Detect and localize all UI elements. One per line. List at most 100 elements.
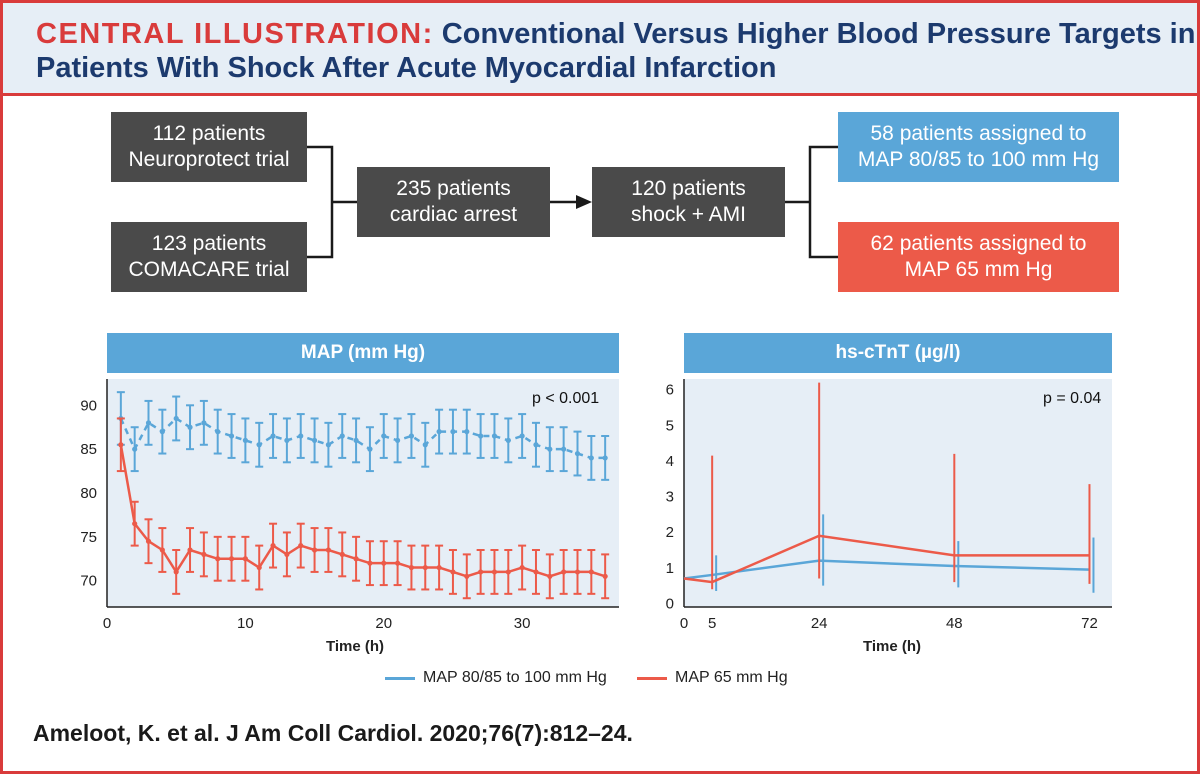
- map-series-low-map-point: [436, 564, 442, 571]
- tnt-x-tick: 24: [811, 615, 828, 632]
- map-x-tick: 0: [103, 615, 111, 632]
- neuroprotect-box: 112 patients Neuroprotect trial: [111, 112, 307, 182]
- legend-label-low-map: MAP 65 mm Hg: [675, 669, 788, 686]
- tnt-series-layer: [683, 382, 1095, 593]
- map-series-low-map-point: [519, 564, 525, 571]
- tnt-y-tick: 2: [666, 524, 674, 541]
- map-series-high-map-point: [394, 437, 401, 443]
- map-series-low-map-point: [408, 564, 415, 571]
- map-series-high-map-point: [491, 433, 498, 439]
- legend-item-high-map: MAP 80/85 to 100 mm Hg: [385, 667, 607, 689]
- map-y-tick: 80: [80, 485, 97, 502]
- low-map-box: 62 patients assigned to MAP 65 mm Hg: [838, 222, 1119, 292]
- map-series-low-map-point: [574, 569, 581, 575]
- map-series-low-map-point: [159, 547, 165, 553]
- map-y-tick: 90: [80, 397, 97, 414]
- map-series-high-map-point: [159, 429, 165, 435]
- map-series-low-map-point: [367, 560, 373, 566]
- map-y-tick: 85: [80, 441, 97, 458]
- map-series-low-map-point: [464, 573, 470, 579]
- map-series-high-map-point: [353, 437, 359, 443]
- map-series-low-map-point: [339, 551, 345, 557]
- cardiac-arrest-count: 235 patients: [396, 177, 511, 200]
- tnt-y-tick: 3: [666, 489, 674, 506]
- map-series-high-map-point: [436, 429, 442, 435]
- shock-ami-box: 120 patients shock + AMI: [592, 167, 785, 237]
- map-series-high-map-point: [450, 429, 456, 435]
- map-series-low-map-point: [450, 569, 456, 575]
- map-series-high-map-point: [422, 442, 428, 448]
- map-series-low-map-point: [132, 521, 138, 527]
- shock-ami-label: shock + AMI: [631, 203, 746, 226]
- map-series-low-map-point: [201, 551, 207, 557]
- low-map-count: 62 patients assigned to: [870, 232, 1087, 255]
- page-title: CENTRAL ILLUSTRATION: Conventional Versu…: [36, 17, 1197, 85]
- map-series-low-map-point: [422, 564, 428, 571]
- map-x-tick: 30: [514, 615, 531, 632]
- comacare-count: 123 patients: [151, 232, 267, 255]
- map-series-high-map-point: [588, 455, 594, 461]
- map-series-high-map-point: [367, 446, 373, 452]
- map-series-low-map-point: [118, 442, 124, 448]
- cardiac-arrest-box: 235 patients cardiac arrest: [357, 167, 550, 237]
- connector-split: [808, 145, 838, 259]
- map-x-tick: 20: [375, 615, 392, 632]
- map-series-low-map-point: [394, 560, 401, 566]
- comacare-label: COMACARE trial: [128, 258, 290, 281]
- tnt-x-tick: 5: [708, 615, 716, 632]
- map-series-high-map-point: [201, 420, 207, 426]
- map-tick-labels: 70 75 80 85 90 0 10 20 30: [80, 397, 530, 632]
- map-series-low-map-point: [533, 569, 539, 575]
- map-series-low-map-point: [270, 543, 276, 549]
- cardiac-arrest-label: cardiac arrest: [389, 203, 518, 226]
- map-series-low-map-point: [145, 538, 152, 544]
- map-series-high-map-point: [270, 433, 276, 439]
- map-series-high-map-point: [242, 437, 248, 443]
- map-series-high-map-point: [547, 446, 553, 452]
- comacare-box: 123 patients COMACARE trial: [111, 222, 307, 292]
- map-x-tick: 10: [237, 615, 254, 632]
- map-series-low-map-point: [256, 564, 262, 571]
- tnt-y-tick: 0: [666, 595, 674, 612]
- arrow-head: [576, 195, 592, 209]
- map-series-high-map-point: [519, 433, 525, 439]
- tnt-plot-area: [684, 379, 1112, 607]
- map-series-high-map-point: [339, 433, 345, 439]
- map-series-high-map-point: [187, 424, 193, 430]
- title-lead: CENTRAL ILLUSTRATION:: [36, 18, 434, 50]
- tnt-chart-title: hs-cTnT (µg/l): [684, 333, 1112, 373]
- high-map-label: MAP 80/85 to 100 mm Hg: [857, 148, 1100, 171]
- map-series-low-map-point: [325, 547, 332, 553]
- map-series-high-map-point: [478, 433, 484, 439]
- map-series-high-map-point: [145, 420, 152, 426]
- map-p-value: p < 0.001: [532, 390, 600, 407]
- tnt-y-tick: 4: [666, 453, 674, 470]
- high-map-count: 58 patients assigned to: [870, 122, 1087, 145]
- map-series-high-map-point: [602, 455, 608, 461]
- map-series-high-map-point: [325, 442, 332, 448]
- map-series-high-map-point: [561, 446, 567, 452]
- map-series-low-map-point: [228, 556, 235, 562]
- citation: Ameloot, K. et al. J Am Coll Cardiol. 20…: [33, 720, 633, 746]
- map-series-low-map-point: [561, 569, 567, 575]
- map-series-low-map-point: [505, 569, 511, 575]
- map-series-layer: [116, 391, 610, 600]
- title-rest: Conventional Versus Higher Blood Pressur…: [36, 18, 1196, 84]
- connector-merge: [307, 145, 334, 259]
- map-series-high-map-point: [381, 433, 387, 439]
- map-series-high-map-point: [408, 433, 415, 439]
- map-series-low-map-point: [588, 569, 594, 575]
- map-y-tick: 70: [80, 573, 97, 590]
- map-y-tick: 75: [80, 529, 97, 546]
- tnt-y-tick: 5: [666, 417, 674, 434]
- legend-label-high-map: MAP 80/85 to 100 mm Hg: [423, 669, 607, 686]
- high-map-box: 58 patients assigned to MAP 80/85 to 100…: [838, 112, 1119, 182]
- map-series-low-map-point: [602, 573, 608, 579]
- map-series-high-map-point: [298, 433, 304, 439]
- map-series-low-map-point: [491, 569, 498, 575]
- map-series-low-map-point: [547, 573, 553, 579]
- tnt-x-tick: 72: [1081, 615, 1098, 632]
- tnt-x-tick: 0: [680, 615, 688, 632]
- map-series-low-map-point: [381, 560, 387, 566]
